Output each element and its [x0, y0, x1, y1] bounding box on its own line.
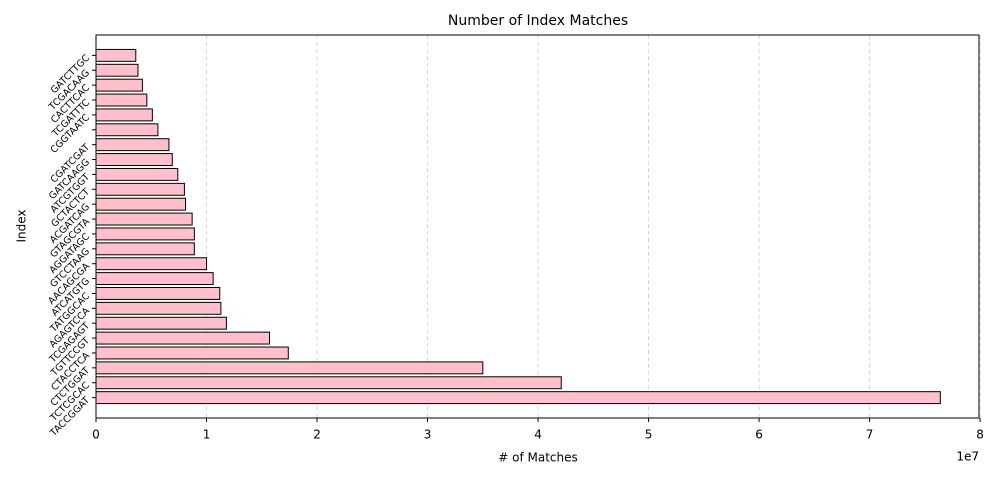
x-tick-label: 3 [424, 428, 432, 442]
bar [95, 182, 185, 196]
bar [95, 63, 139, 77]
bar [95, 272, 214, 286]
x-axis-label: # of Matches [498, 451, 578, 465]
bar [95, 167, 179, 181]
bar [95, 331, 271, 345]
bar [95, 212, 193, 226]
bar [95, 346, 289, 360]
y-axis-label: Index [15, 209, 29, 242]
bar [95, 242, 195, 256]
bar [95, 316, 227, 330]
plot-frame [95, 34, 980, 419]
bar [95, 257, 208, 271]
x-tick-label: 5 [645, 428, 653, 442]
x-tick-label: 6 [755, 428, 763, 442]
x-tick-label: 0 [92, 428, 100, 442]
bar [95, 287, 221, 300]
x-tick-label: 7 [866, 428, 874, 442]
chart-title: Number of Index Matches [448, 13, 628, 29]
bar [95, 93, 148, 107]
x-tick-label: 4 [534, 428, 542, 442]
bar [95, 197, 187, 211]
bar [95, 301, 222, 315]
bar [95, 361, 484, 375]
x-offset-label: 1e7 [956, 450, 979, 464]
bar [95, 123, 159, 137]
x-tick-label: 2 [313, 428, 321, 442]
bar [95, 48, 137, 62]
bar [95, 138, 170, 152]
bar [95, 78, 143, 92]
bar [95, 153, 173, 166]
bar [95, 108, 153, 122]
bar [95, 391, 941, 405]
bar [95, 227, 195, 241]
bar [95, 376, 562, 390]
x-tick-label: 8 [976, 428, 984, 442]
x-tick-label: 1 [203, 428, 211, 442]
